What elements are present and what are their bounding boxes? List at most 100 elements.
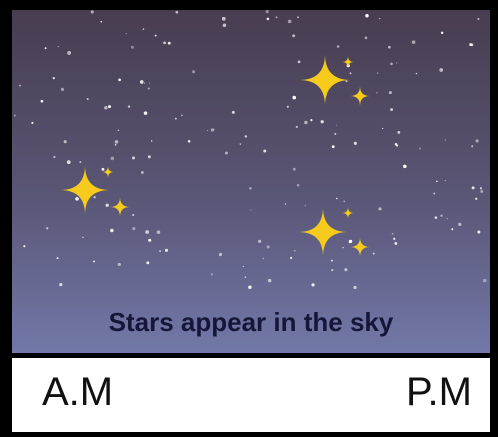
tiny-star xyxy=(392,233,394,235)
tiny-star xyxy=(151,140,152,141)
tiny-star xyxy=(304,121,307,124)
tiny-star xyxy=(67,160,71,164)
tiny-star xyxy=(365,36,368,39)
tiny-star xyxy=(263,150,266,153)
tiny-star xyxy=(188,140,191,143)
tiny-star xyxy=(382,128,383,129)
tiny-star xyxy=(379,207,382,210)
tiny-star xyxy=(67,51,71,55)
tiny-star xyxy=(451,228,453,230)
tiny-star xyxy=(148,155,151,158)
tiny-star xyxy=(471,145,473,147)
tiny-star xyxy=(349,240,352,243)
tiny-star xyxy=(472,186,475,189)
tiny-star xyxy=(331,269,333,271)
tiny-star xyxy=(389,91,392,94)
tiny-star xyxy=(331,260,333,262)
tiny-star xyxy=(342,247,343,248)
tiny-star xyxy=(93,196,95,198)
tiny-star xyxy=(396,62,397,63)
tiny-star xyxy=(140,80,144,84)
tiny-star xyxy=(46,227,48,229)
tiny-star xyxy=(336,125,337,126)
tiny-star xyxy=(207,130,208,131)
tiny-star xyxy=(475,198,477,200)
tiny-star xyxy=(419,148,421,150)
tiny-star xyxy=(175,11,178,14)
night-sky: Stars appear in the sky xyxy=(12,10,490,353)
tiny-star xyxy=(118,263,121,266)
tiny-star xyxy=(293,168,296,171)
tiny-star xyxy=(104,106,108,110)
tiny-star xyxy=(118,79,121,82)
tiny-star xyxy=(440,214,442,216)
tiny-star xyxy=(45,47,47,49)
tiny-star xyxy=(223,24,227,28)
tiny-star xyxy=(155,35,157,37)
tiny-star xyxy=(388,46,391,49)
tiny-star xyxy=(168,42,171,45)
card: Stars appear in the sky A.M P.M xyxy=(0,0,498,437)
tiny-star xyxy=(128,105,130,107)
tiny-star xyxy=(61,88,64,91)
tiny-star xyxy=(412,40,416,44)
tiny-star xyxy=(379,18,380,19)
tiny-star xyxy=(243,266,244,267)
tiny-star xyxy=(298,61,301,64)
tiny-star xyxy=(148,239,151,242)
caption: Stars appear in the sky xyxy=(12,307,490,338)
tiny-star xyxy=(287,106,289,108)
tiny-star xyxy=(297,16,299,18)
tiny-star xyxy=(211,128,214,131)
tiny-star xyxy=(165,249,168,252)
tiny-star xyxy=(53,77,55,79)
tiny-star xyxy=(396,145,398,147)
tiny-star xyxy=(82,237,83,238)
tiny-star xyxy=(441,32,443,34)
tiny-star xyxy=(57,257,59,259)
tiny-star xyxy=(59,283,62,286)
tiny-star xyxy=(23,245,25,247)
tiny-star xyxy=(297,184,300,187)
tiny-star xyxy=(248,286,252,290)
tiny-star xyxy=(131,46,134,49)
tiny-star xyxy=(321,120,324,123)
tiny-star xyxy=(79,161,81,163)
tiny-star xyxy=(477,230,480,233)
tiny-star xyxy=(53,156,55,158)
tiny-star xyxy=(268,279,271,282)
tiny-star xyxy=(290,257,292,259)
tiny-star xyxy=(445,139,446,140)
tiny-star xyxy=(149,83,150,84)
tiny-star xyxy=(175,118,177,120)
tiny-star xyxy=(75,197,79,201)
tiny-star xyxy=(100,21,102,23)
tiny-star xyxy=(258,240,261,243)
tiny-star xyxy=(296,126,298,128)
tiny-star xyxy=(245,135,247,137)
tiny-star xyxy=(445,180,446,181)
tiny-star xyxy=(469,43,472,46)
tiny-star xyxy=(148,87,150,89)
tiny-star xyxy=(145,230,149,234)
tiny-star xyxy=(267,246,270,249)
tiny-star xyxy=(91,10,94,13)
tiny-star xyxy=(19,85,21,87)
tiny-star xyxy=(332,145,335,148)
tiny-star xyxy=(181,115,183,117)
tiny-star xyxy=(219,253,222,256)
tiny-star xyxy=(376,92,377,93)
tiny-star xyxy=(214,129,215,130)
tiny-star xyxy=(132,157,135,160)
tiny-star xyxy=(245,276,247,278)
am-label: A.M xyxy=(42,370,113,415)
tiny-star xyxy=(458,223,461,226)
tiny-star xyxy=(288,20,292,24)
tiny-star xyxy=(250,210,251,211)
tiny-star xyxy=(354,142,357,145)
tiny-star xyxy=(416,73,418,75)
tiny-star xyxy=(476,139,479,142)
tiny-star xyxy=(41,100,44,103)
tiny-star xyxy=(334,133,336,135)
tiny-star xyxy=(305,205,306,206)
